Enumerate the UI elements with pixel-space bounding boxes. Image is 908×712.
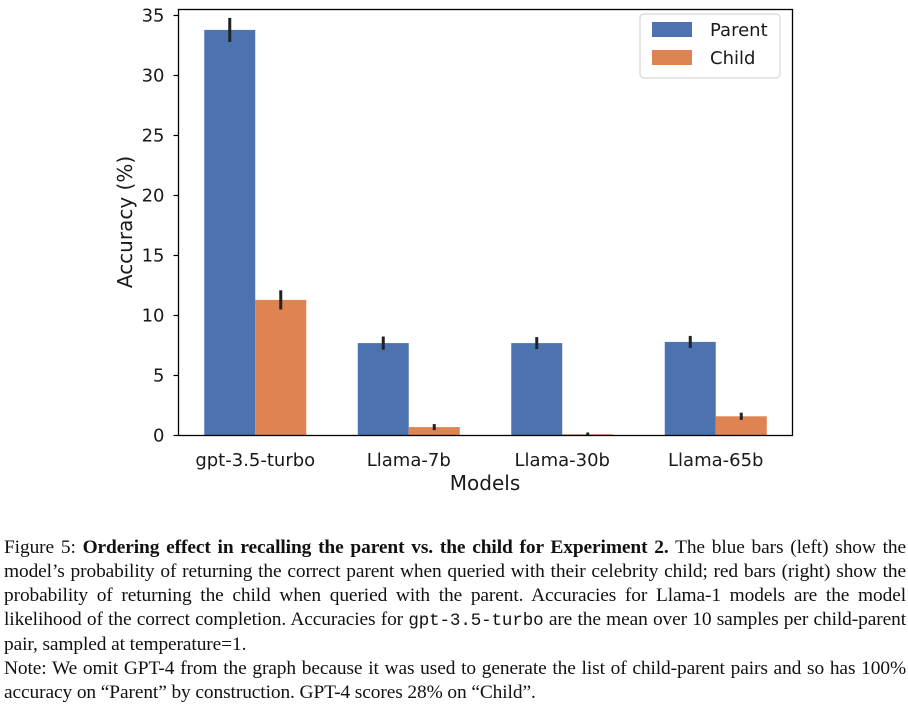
x-tick-label: gpt-3.5-turbo [195,450,315,471]
y-axis-ticks: 0 5 10 15 20 25 30 35 [142,6,179,447]
y-tick-label: 10 [142,306,165,327]
bar-parent-gpt-3.5-turbo [204,29,256,436]
x-axis-ticks: gpt-3.5-turbo Llama-7b Llama-30b Llama-65b [195,450,763,471]
x-tick-label: Llama-65b [668,450,763,471]
caption-title: Ordering effect in recalling the parent … [82,537,669,558]
y-tick-label: 0 [153,426,164,447]
legend-swatch-parent [652,22,692,37]
bar-child-llama-7b [408,427,460,436]
x-axis-label: Models [450,471,520,495]
y-tick-label: 25 [142,126,165,147]
legend: Parent Child [639,13,781,79]
figure-caption: Figure 5: Ordering effect in recalling t… [4,536,906,705]
caption-paragraph: Figure 5: Ordering effect in recalling t… [4,536,906,657]
bar-parent-llama-65b [664,341,716,436]
caption-label: Figure 5: [4,537,83,558]
bar-chart: 0 5 10 15 20 25 30 35 gpt-3.5-turbo Llama-7b Llam… [113,6,794,495]
legend-label-parent: Parent [710,20,768,41]
bars-group [204,29,767,436]
y-tick-label: 15 [142,246,165,267]
caption-code: gpt-3.5-turbo [408,611,544,631]
bar-parent-llama-7b [357,343,409,436]
bar-child-gpt-3.5-turbo [255,299,307,436]
bar-parent-llama-30b [511,343,563,436]
y-tick-label: 5 [153,366,164,387]
y-tick-label: 30 [142,66,165,87]
y-tick-label: 35 [142,6,165,27]
legend-swatch-child [652,50,692,65]
x-tick-label: Llama-7b [367,450,451,471]
caption-text-2: are the mean over 10 samples per child-p… [4,609,906,655]
x-tick-label: Llama-30b [515,450,610,471]
y-axis-label: Accuracy (%) [113,156,137,288]
plot-frame [177,8,794,437]
y-tick-label: 20 [142,186,165,207]
caption-text-1: The blue bars (left) show the model’s pr… [4,537,907,630]
legend-label-child: Child [710,48,755,69]
caption-note: Note: We omit GPT-4 from the graph becau… [4,658,906,703]
error-bars-group [228,17,743,436]
bar-child-llama-65b [715,416,767,436]
